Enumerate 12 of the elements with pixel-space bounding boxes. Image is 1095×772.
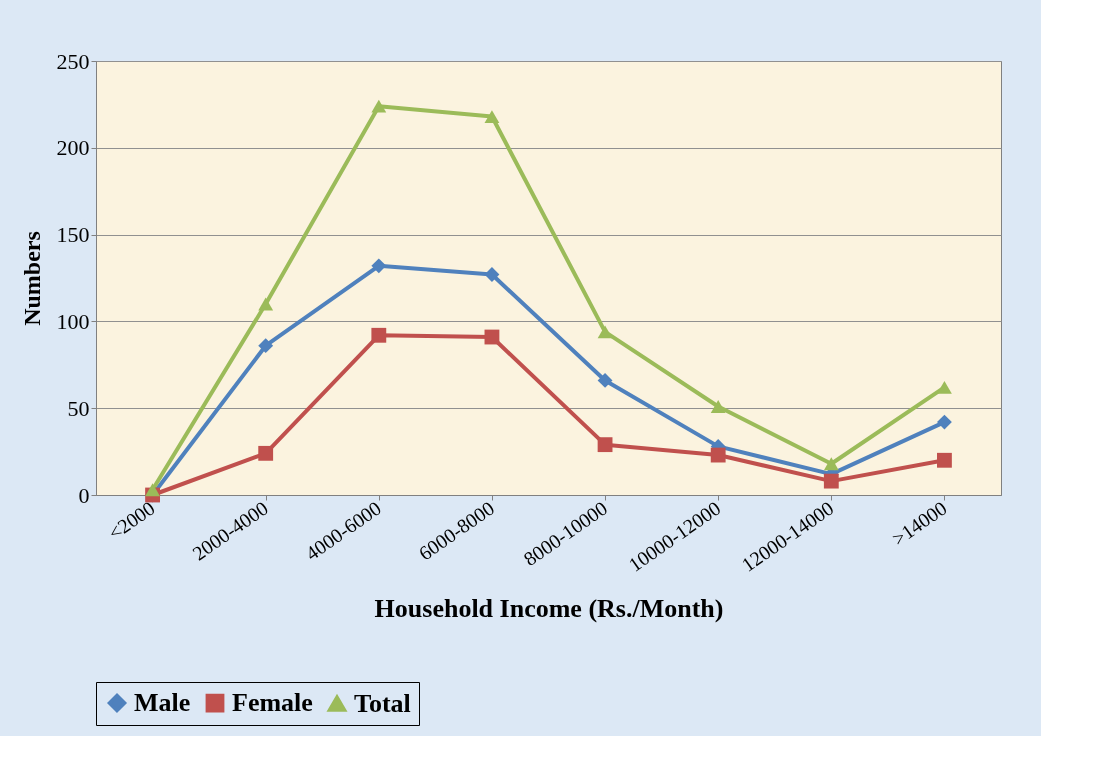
y-axis-title: Numbers	[18, 231, 45, 326]
y-tick-label: 150	[56, 222, 90, 248]
y-tick-label: 0	[78, 482, 90, 508]
y-tick-label: 200	[56, 135, 90, 161]
legend-label: Male	[134, 688, 191, 718]
legend-label: Female	[232, 688, 313, 718]
y-tick-label: 50	[67, 395, 90, 421]
y-tick-label: 100	[56, 308, 90, 334]
y-tick-label: 250	[56, 48, 90, 74]
x-axis-title: Household Income (Rs./Month)	[374, 593, 724, 623]
x-tick-label: <2000	[104, 496, 159, 545]
legend-label: Total	[354, 688, 411, 718]
